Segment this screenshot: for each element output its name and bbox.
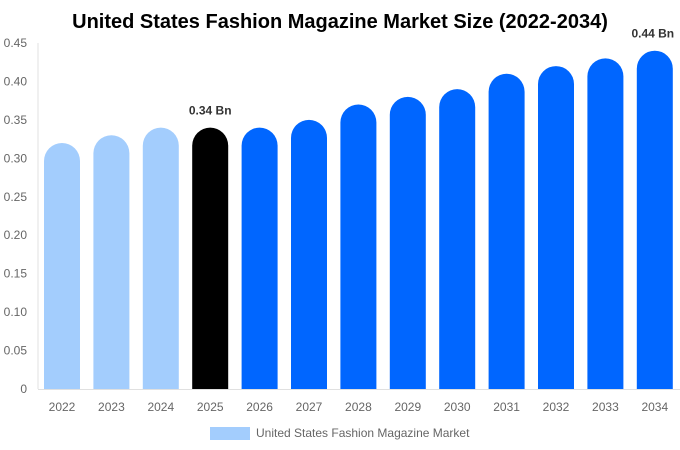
x-tick-label: 2031 (493, 400, 520, 414)
x-tick-label: 2034 (641, 400, 668, 414)
bar-2032 (538, 66, 574, 389)
x-tick-label: 2029 (394, 400, 421, 414)
y-tick-label: 0.20 (4, 228, 28, 242)
x-tick-label: 2022 (49, 400, 76, 414)
legend-swatch (210, 427, 250, 440)
y-tick-label: 0.25 (4, 190, 28, 204)
y-tick-label: 0.45 (4, 36, 28, 50)
x-tick-label: 2023 (98, 400, 125, 414)
data-label: 0.44 Bn (631, 27, 674, 41)
bar-2031 (488, 73, 525, 390)
x-tick-label: 2027 (296, 400, 323, 414)
y-tick-label: 0.35 (4, 113, 28, 127)
x-tick-label: 2028 (345, 400, 372, 414)
y-tick-label: 0 (20, 382, 27, 396)
chart-title: United States Fashion Magazine Market Si… (72, 11, 608, 33)
bar-2030 (439, 89, 476, 389)
bar-2026 (241, 127, 278, 390)
y-tick-label: 0.10 (4, 305, 28, 319)
y-tick-label: 0.15 (4, 267, 28, 281)
bar-2025 (192, 127, 229, 390)
bar-2023 (93, 135, 130, 389)
bar-2024 (142, 127, 179, 390)
legend-label: United States Fashion Magazine Market (256, 426, 470, 440)
bar-2034 (636, 50, 673, 389)
x-tick-label: 2025 (197, 400, 224, 414)
bar-2028 (340, 104, 377, 389)
bar-2027 (291, 119, 327, 389)
y-tick-label: 0.05 (4, 344, 28, 358)
bar-2022 (44, 142, 80, 389)
bar-2033 (587, 58, 624, 389)
data-label: 0.34 Bn (189, 104, 232, 118)
x-tick-label: 2024 (147, 400, 174, 414)
y-tick-label: 0.30 (4, 151, 28, 165)
x-tick-label: 2032 (543, 400, 570, 414)
x-tick-label: 2033 (592, 400, 619, 414)
y-tick-label: 0.40 (4, 74, 28, 88)
x-tick-label: 2030 (444, 400, 471, 414)
bar-2029 (389, 96, 426, 390)
x-tick-label: 2026 (246, 400, 273, 414)
